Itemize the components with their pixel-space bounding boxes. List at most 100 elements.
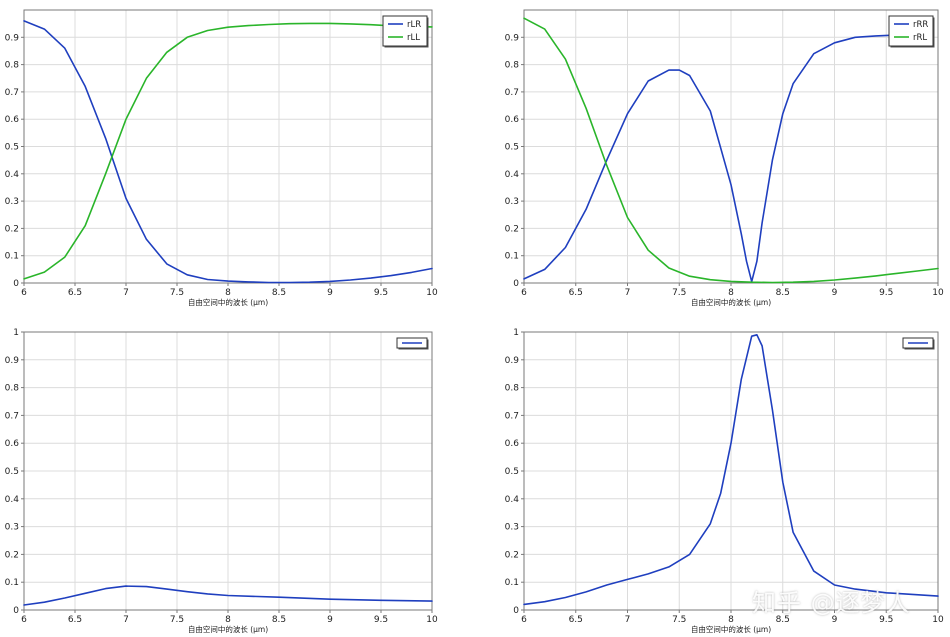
y-tick-label: 0.6 (5, 115, 20, 125)
plot-frame (23, 331, 433, 611)
chart-panel-4: 6 6.5 7 7.5 8 8.5 9 9.5 10 0 0.1 0.2 0.3 0.4 0.5 0.6 0.7… (505, 328, 944, 634)
x-tick-label: 6.5 (569, 288, 583, 298)
legend: rLR rLL (382, 15, 429, 48)
x-tick-label: 10 (426, 615, 438, 625)
y-tick-label: 0.2 (505, 224, 519, 234)
y-tick-label: 0 (13, 606, 19, 616)
y-tick-label: 1 (513, 328, 519, 338)
x-tick-label: 10 (932, 288, 944, 298)
chart-panel-3: 6 6.5 7 7.5 8 8.5 9 9.5 10 0 0.1 0.2 0.3 0.4 0.5 0.6 0.7… (5, 328, 438, 634)
plot-frame (523, 9, 939, 284)
y-tick-label: 0 (513, 279, 519, 289)
y-tick-label: 0.9 (505, 356, 520, 366)
y-tick-label: 0.7 (505, 411, 519, 421)
y-tick-label: 0.8 (505, 61, 520, 71)
x-tick-label: 8 (728, 615, 734, 625)
x-tick-label: 9.5 (374, 615, 388, 625)
chart-panel-2: 6 6.5 7 7.5 8 8.5 9 9.5 10 0 0.1 0.2 0.3 0.4 0.5 0.6 0.7… (505, 9, 944, 307)
y-tick-label: 1 (13, 328, 19, 338)
y-tick-label: 0.7 (5, 88, 19, 98)
series-line-rrl (523, 17, 939, 284)
y-tick-label: 0.1 (505, 252, 519, 262)
x-tick-label: 9 (832, 288, 838, 298)
x-tick-label: 8.5 (776, 288, 790, 298)
legend-label: rLR (407, 20, 421, 30)
chart-panel-1: 6 6.5 7 7.5 8 8.5 9 9.5 10 0 0.1 0.2 0.3 0.4 0.5 0.6 0.7… (5, 9, 438, 307)
y-tick-label: 0.2 (5, 550, 19, 560)
x-tick-label: 6 (21, 288, 27, 298)
watermark-text: 知乎 @逐梦人 (752, 589, 911, 617)
legend-box (382, 15, 428, 47)
x-tick-label: 7.5 (672, 288, 686, 298)
legend-label: rRR (913, 20, 928, 30)
x-tick-label: 8.5 (776, 615, 790, 625)
y-tick-label: 0 (13, 279, 19, 289)
y-tick-label: 0.4 (505, 170, 520, 180)
y-tick-label: 0 (513, 606, 519, 616)
y-tick-label: 0.9 (505, 33, 520, 43)
y-tick-label: 0.1 (5, 252, 19, 262)
legend (902, 337, 935, 350)
x-axis-label: 自由空间中的波长 (µm) (691, 297, 771, 307)
x-tick-label: 8 (225, 288, 231, 298)
y-tick-label: 0.4 (5, 170, 20, 180)
x-tick-label: 8 (225, 615, 231, 625)
y-tick-label: 0.3 (505, 197, 519, 207)
legend-box (888, 15, 934, 47)
x-tick-label: 8.5 (272, 615, 286, 625)
plot-frame (523, 331, 939, 611)
x-tick-label: 10 (426, 288, 438, 298)
x-tick-label: 7 (625, 288, 631, 298)
y-tick-label: 0.9 (5, 33, 20, 43)
y-tick-label: 0.7 (5, 411, 19, 421)
legend (396, 337, 429, 350)
x-tick-label: 6 (21, 615, 27, 625)
x-tick-label: 9 (327, 288, 333, 298)
y-tick-label: 0.6 (5, 439, 20, 449)
y-tick-label: 0.3 (505, 523, 519, 533)
y-tick-label: 0.4 (505, 495, 520, 505)
x-tick-label: 6.5 (569, 615, 583, 625)
y-tick-label: 0.2 (5, 224, 19, 234)
series-line-unnamed (23, 585, 433, 606)
x-tick-label: 9.5 (374, 288, 388, 298)
x-tick-label: 9.5 (879, 288, 893, 298)
x-axis-label: 自由空间中的波长 (µm) (691, 624, 771, 634)
y-tick-label: 0.3 (5, 197, 19, 207)
legend-label: rLL (407, 33, 420, 43)
x-tick-label: 7 (123, 288, 129, 298)
y-tick-label: 0.8 (505, 384, 520, 394)
x-tick-label: 6 (521, 288, 527, 298)
x-tick-label: 9 (832, 615, 838, 625)
series-line-rll (23, 22, 433, 280)
y-tick-label: 0.1 (5, 578, 19, 588)
x-tick-label: 9 (327, 615, 333, 625)
x-tick-label: 8.5 (272, 288, 286, 298)
y-tick-label: 0.5 (505, 143, 519, 153)
y-tick-label: 0.8 (5, 61, 20, 71)
y-tick-label: 0.6 (505, 115, 520, 125)
series-line-rrr (523, 34, 898, 283)
x-axis-label: 自由空间中的波长 (µm) (188, 624, 268, 634)
y-tick-label: 0.8 (5, 384, 20, 394)
y-tick-label: 0.9 (5, 356, 20, 366)
x-tick-label: 7.5 (170, 615, 184, 625)
x-tick-label: 6 (521, 615, 527, 625)
x-tick-label: 6.5 (68, 288, 82, 298)
y-tick-label: 0.5 (5, 143, 19, 153)
x-tick-label: 7 (123, 615, 129, 625)
x-tick-label: 7.5 (672, 615, 686, 625)
legend: rRR rRL (888, 15, 935, 48)
y-tick-label: 0.4 (5, 495, 20, 505)
x-tick-label: 8 (728, 288, 734, 298)
y-tick-label: 0.6 (505, 439, 520, 449)
x-tick-label: 6.5 (68, 615, 82, 625)
y-tick-label: 0.3 (5, 523, 19, 533)
x-tick-label: 9.5 (879, 615, 893, 625)
x-axis-label: 自由空间中的波长 (µm) (188, 297, 268, 307)
series-line-unnamed (523, 333, 939, 606)
plot-frame (23, 9, 433, 284)
x-tick-label: 7 (625, 615, 631, 625)
y-tick-label: 0.2 (505, 550, 519, 560)
